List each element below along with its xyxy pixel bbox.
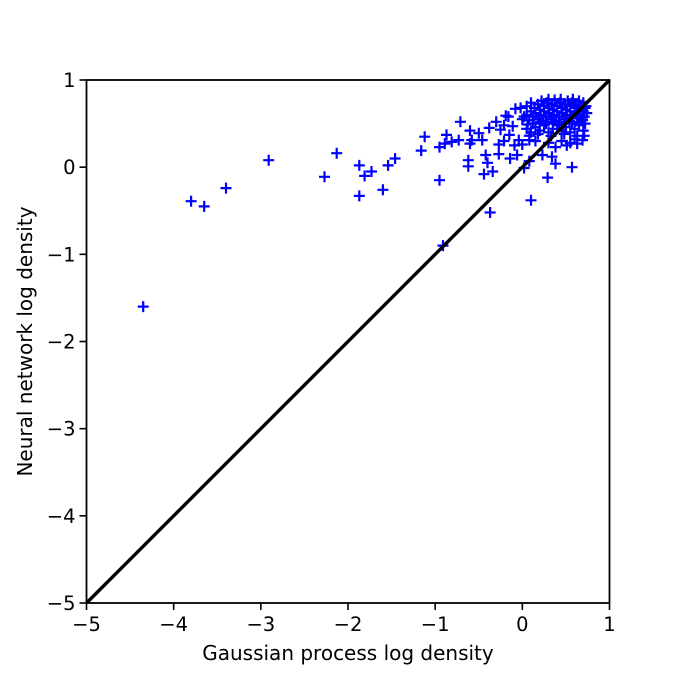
identity-line [85, 78, 611, 605]
x-tick-label: −4 [159, 613, 188, 636]
x-tick-label: −2 [334, 613, 363, 636]
y-axis-label: Neural network log density [13, 206, 37, 476]
y-tick-label: −5 [47, 592, 76, 615]
identity-line-segment [85, 78, 611, 605]
y-tick-label: −2 [47, 331, 76, 354]
x-tick-label: −3 [246, 613, 275, 636]
y-tick-label: −3 [47, 418, 76, 441]
x-tick-label: 0 [516, 613, 528, 636]
x-tick-label: −1 [421, 613, 450, 636]
x-axis-label: Gaussian process log density [202, 641, 494, 665]
y-tick-label: −1 [47, 243, 76, 266]
y-tick-label: −4 [47, 505, 76, 528]
x-tick-label: −5 [72, 613, 101, 636]
y-axis-ticks: −5 −4 −3 −2 −1 0 1 [47, 69, 87, 615]
y-tick-label: 0 [63, 156, 75, 179]
x-axis-ticks: −5 −4 −3 −2 −1 0 1 [72, 603, 616, 636]
x-tick-label: 1 [603, 613, 615, 636]
y-tick-label: 1 [63, 69, 75, 92]
